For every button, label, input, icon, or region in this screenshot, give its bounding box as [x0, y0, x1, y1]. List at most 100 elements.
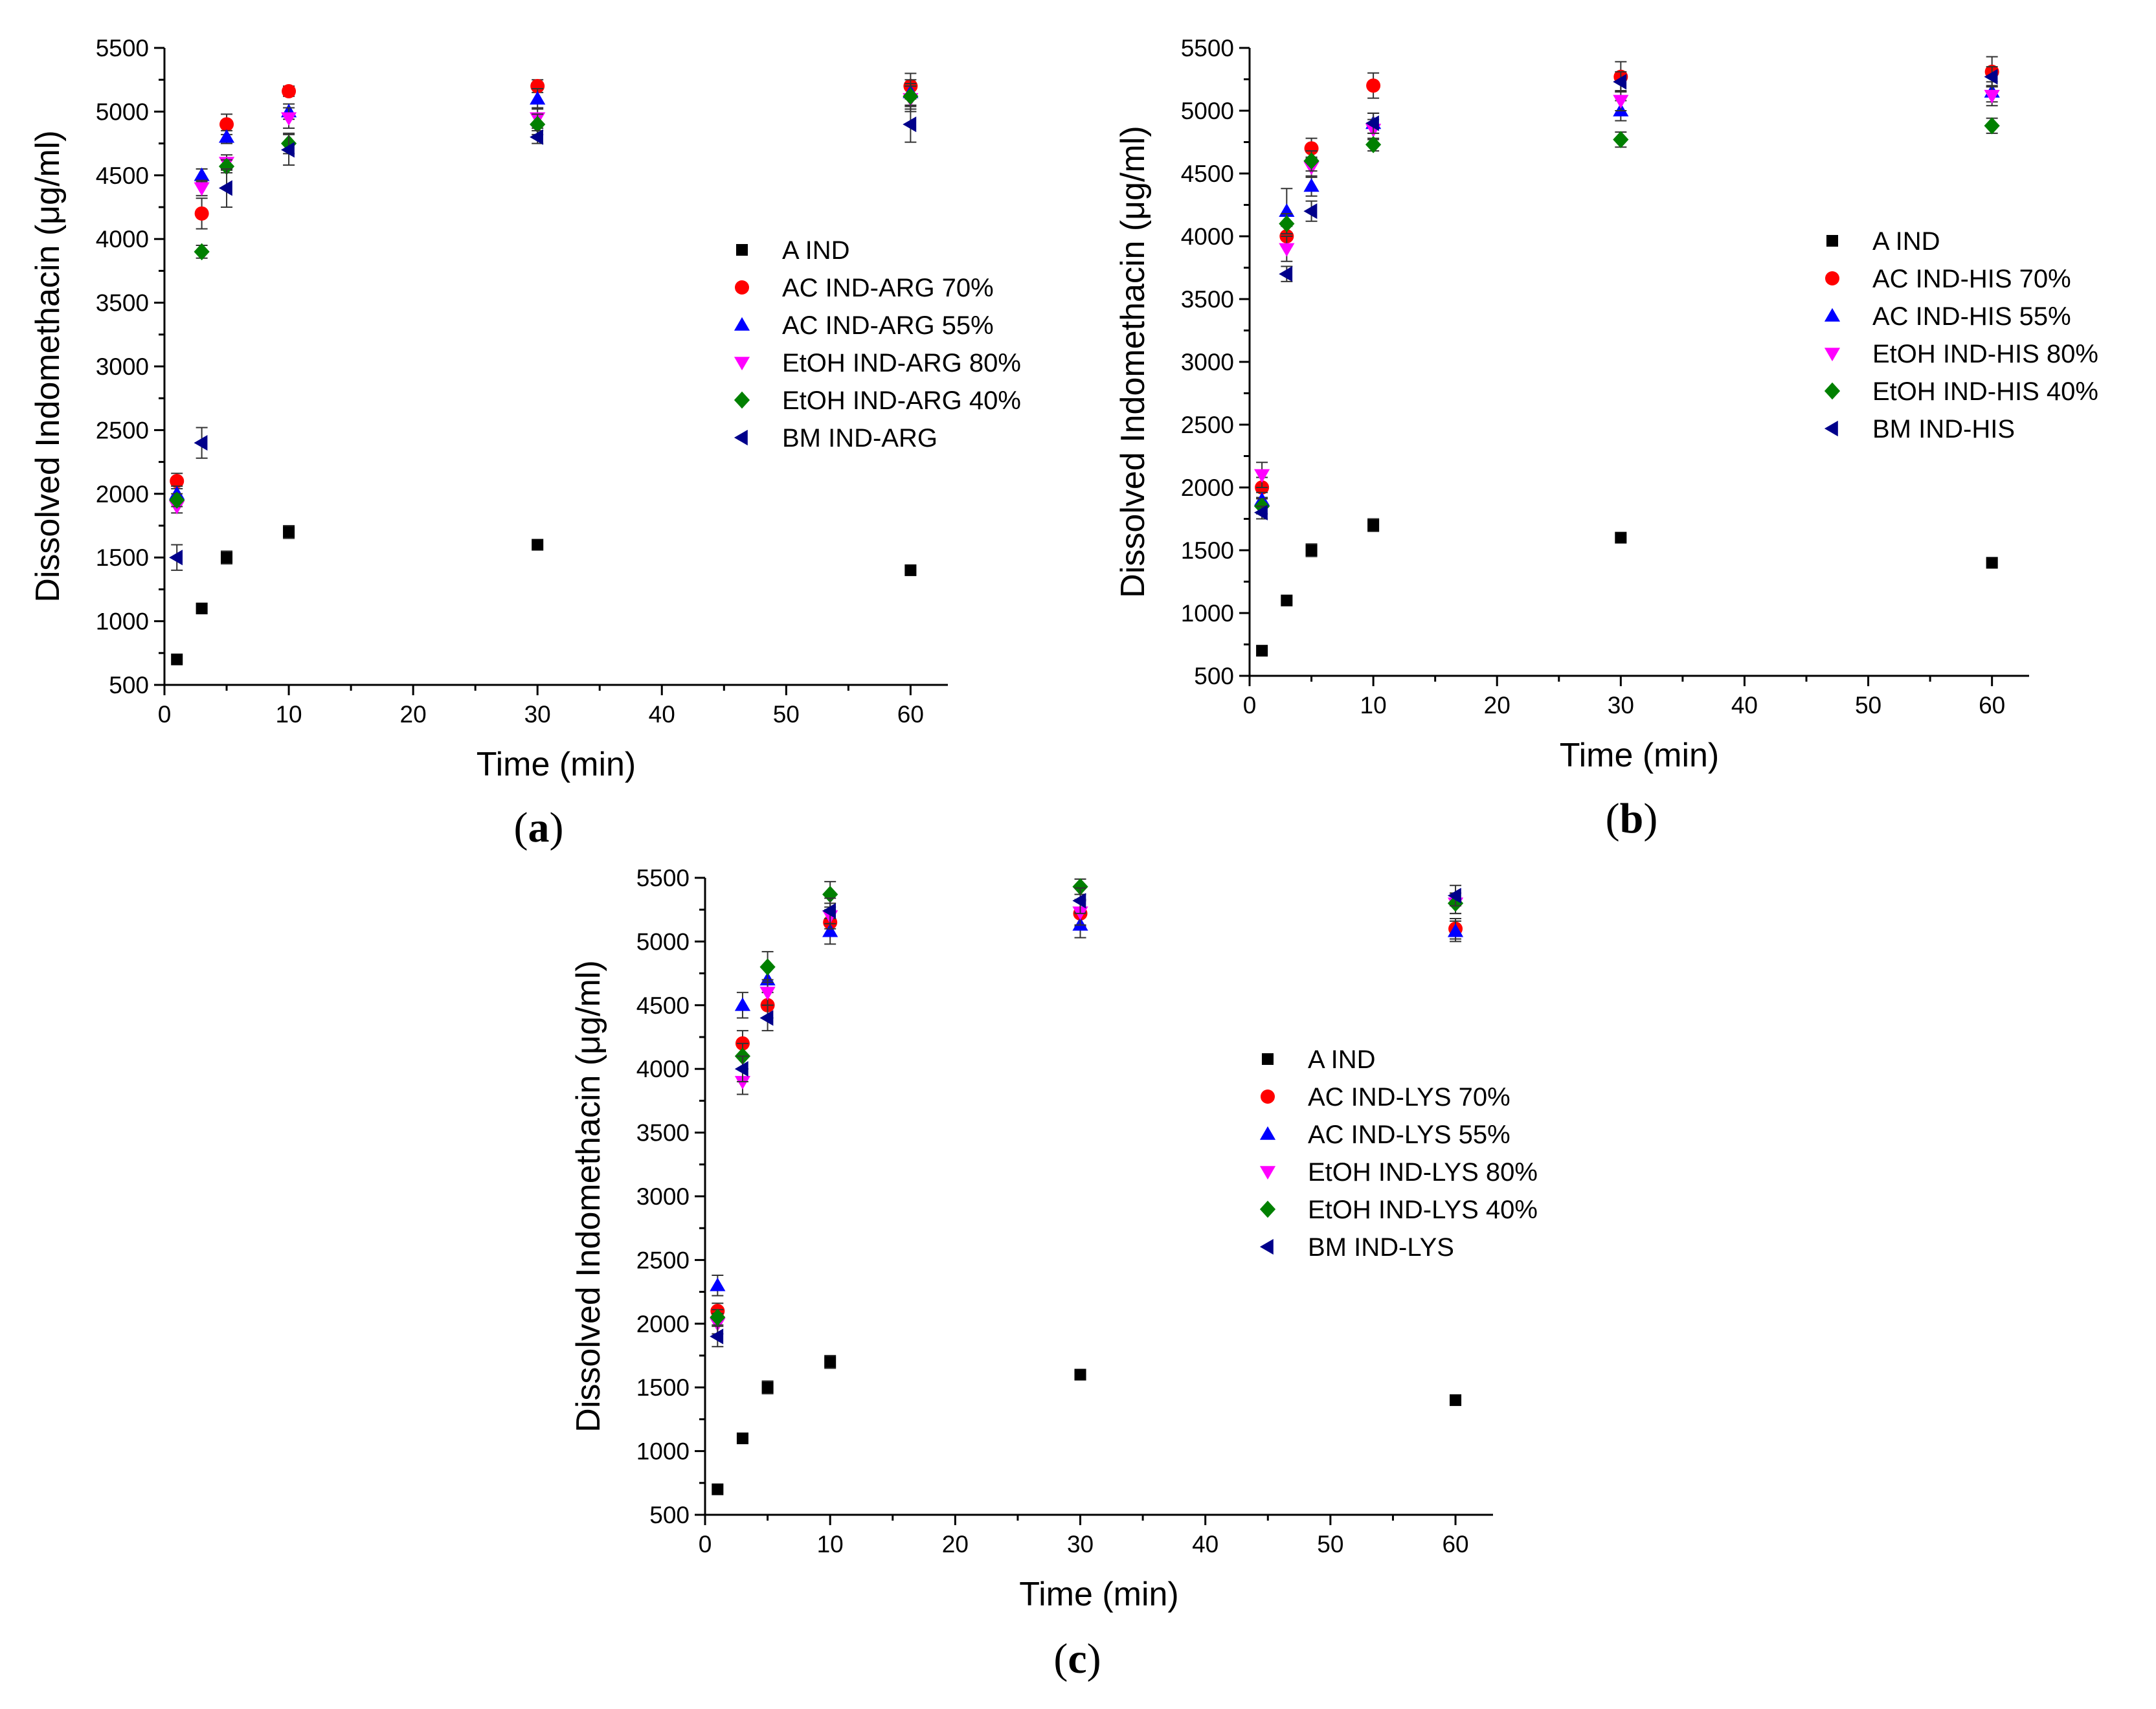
legend-item: AC IND-HIS 70% [1825, 265, 2071, 293]
legend-label: AC IND-LYS 70% [1308, 1083, 1510, 1111]
data-point [194, 167, 210, 181]
x-tick-label: 60 [897, 701, 924, 728]
y-tick-label: 3500 [636, 1120, 690, 1146]
data-point [1305, 544, 1318, 557]
data-point [219, 117, 234, 132]
data-point [532, 539, 544, 551]
data-point [1304, 141, 1319, 156]
data-point [1303, 178, 1319, 192]
data-point [1613, 131, 1629, 148]
legend-label: A IND [1872, 227, 1940, 256]
data-point [759, 958, 776, 976]
legend-label: EtOH IND-LYS 40% [1308, 1196, 1538, 1224]
legend-label: BM IND-ARG [782, 424, 938, 452]
legend-item: BM IND-ARG [734, 424, 938, 452]
series-1 [712, 1355, 1462, 1495]
legend-label: A IND [1308, 1045, 1375, 1074]
legend-item: EtOH IND-LYS 80% [1259, 1158, 1538, 1187]
series-1 [171, 525, 917, 665]
series-4 [710, 892, 1464, 1335]
data-point [1279, 215, 1295, 232]
data-point [822, 923, 838, 937]
x-axis-title: Time (min) [1560, 737, 1720, 774]
x-tick-label: 10 [1360, 692, 1387, 719]
data-point [1986, 557, 1998, 569]
data-point [734, 1076, 751, 1089]
y-tick-label: 500 [109, 672, 149, 698]
y-tick-label: 2000 [96, 481, 149, 508]
x-tick-label: 40 [1731, 692, 1758, 719]
y-tick-label: 4000 [96, 226, 149, 252]
y-tick-label: 5500 [636, 865, 690, 891]
y-tick-label: 4500 [636, 992, 690, 1019]
data-point [1447, 923, 1464, 937]
y-tick-label: 3000 [1181, 349, 1234, 375]
y-tick-label: 5000 [1181, 98, 1234, 124]
data-point [1072, 893, 1086, 909]
y-tick-label: 2000 [1181, 475, 1234, 501]
legend-item: BM IND-LYS [1259, 1233, 1454, 1262]
legend-item: A IND [736, 236, 849, 265]
data-point [1367, 519, 1380, 531]
y-tick-label: 1500 [96, 544, 149, 571]
y-tick-label: 5000 [636, 928, 690, 955]
legend-item: AC IND-LYS 70% [1261, 1083, 1510, 1111]
x-tick-label: 40 [649, 701, 675, 728]
data-point [734, 1061, 748, 1077]
data-point [194, 434, 208, 451]
data-point [1984, 89, 2000, 104]
x-tick-label: 0 [1243, 692, 1257, 719]
data-point [1613, 95, 1629, 109]
data-point [218, 129, 235, 143]
data-point [218, 157, 235, 175]
legend-label: EtOH IND-ARG 80% [782, 349, 1021, 377]
legend: A IND AC IND-ARG 70% AC IND-ARG 55% EtOH IN… [734, 236, 1021, 452]
y-tick-label: 2500 [96, 417, 149, 443]
legend-marker [1259, 1200, 1276, 1218]
data-point [710, 1328, 724, 1345]
data-point [218, 180, 232, 196]
x-tick-label: 50 [1855, 692, 1881, 719]
data-point [824, 1356, 837, 1368]
data-point [759, 987, 776, 1001]
legend-item: AC IND-LYS 55% [1259, 1121, 1510, 1149]
data-point [759, 1010, 774, 1026]
x-tick-label: 50 [773, 701, 800, 728]
series-2 [170, 73, 918, 489]
data-point [194, 206, 209, 221]
data-point [1450, 1394, 1462, 1406]
y-tick-label: 4500 [96, 162, 149, 189]
legend-label: AC IND-HIS 70% [1872, 265, 2071, 293]
legend-label: AC IND-ARG 70% [782, 274, 994, 302]
data-point [280, 142, 295, 158]
x-tick-label: 0 [158, 701, 172, 728]
data-point [1074, 1368, 1086, 1381]
data-point [194, 243, 210, 261]
y-axis-title: Dissolved Indomethacin (μg/ml) [570, 960, 607, 1432]
series-6 [1254, 66, 1998, 520]
legend-marker [734, 391, 750, 409]
legend-label: AC IND-ARG 55% [782, 311, 994, 340]
y-tick-label: 1500 [1181, 537, 1234, 564]
data-point [736, 1432, 748, 1444]
legend-item: EtOH IND-HIS 40% [1824, 377, 2098, 406]
x-tick-label: 50 [1317, 1531, 1343, 1558]
data-point [169, 550, 183, 566]
data-point [1279, 266, 1293, 282]
y-tick-label: 3000 [96, 353, 149, 380]
data-point [761, 1381, 774, 1394]
legend-item: BM IND-HIS [1824, 415, 2015, 443]
y-tick-label: 2500 [636, 1247, 690, 1273]
legend: A IND AC IND-LYS 70% AC IND-LYS 55% EtOH IN… [1259, 1045, 1538, 1262]
chart-panel-2: 0 10 20 30 40 50 60 500 1000 1500 2000 2500 3000 3500… [1114, 35, 2098, 774]
data-point [194, 182, 210, 196]
legend-marker [1259, 1126, 1276, 1140]
data-point [280, 112, 297, 126]
legend-label: EtOH IND-ARG 40% [782, 386, 1021, 415]
legend-label: EtOH IND-HIS 80% [1872, 340, 2098, 368]
legend-item: EtOH IND-LYS 40% [1259, 1196, 1538, 1224]
x-tick-label: 30 [1608, 692, 1634, 719]
legend-marker [734, 357, 750, 371]
data-point [1303, 203, 1318, 219]
